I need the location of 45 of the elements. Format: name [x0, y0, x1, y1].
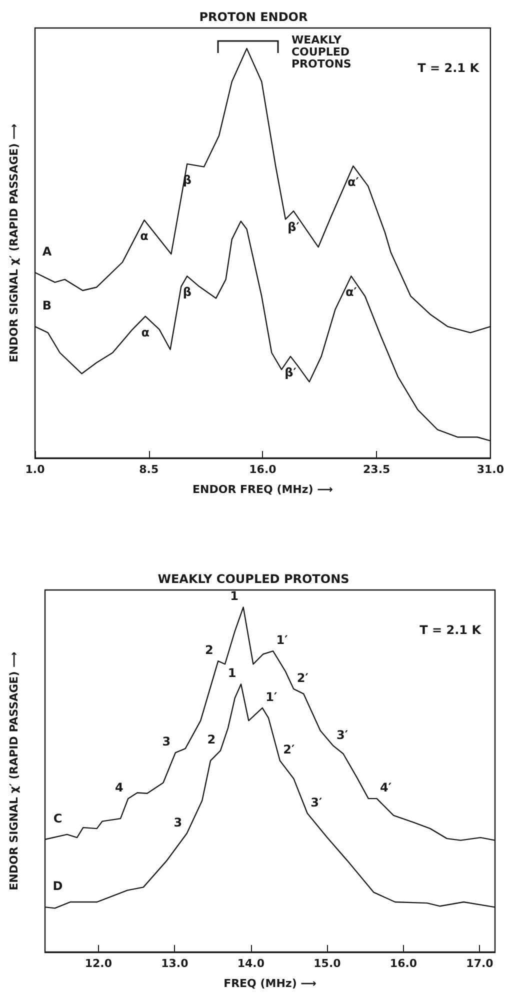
- x-tick-label: 8.5: [139, 463, 159, 476]
- x-axis-title: FREQ (MHz) ⟶: [224, 977, 317, 990]
- series-label: B: [42, 298, 52, 313]
- annotation: 3′: [336, 728, 348, 742]
- x-tick-label: 15.0: [314, 957, 342, 970]
- annotation: WEAKLY COUPLED PROTONS: [291, 34, 354, 70]
- x-tick-label: 16.0: [249, 463, 277, 476]
- series-label: D: [52, 879, 63, 894]
- series-label: A: [42, 244, 52, 258]
- annotation: 4′: [380, 780, 392, 795]
- annotation: T = 2.1 K: [420, 623, 482, 637]
- annotation: T = 2.1 K: [418, 61, 480, 75]
- chart-title: WEAKLY COUPLED PROTONS: [158, 572, 350, 586]
- x-tick-label: 23.5: [363, 463, 390, 476]
- annotation: α′: [347, 175, 359, 190]
- x-tick-label: 13.0: [161, 957, 189, 970]
- annotation: 2′: [283, 742, 295, 757]
- annotation: 1′: [266, 690, 278, 704]
- annotation: 4: [114, 780, 124, 795]
- x-tick-label: 14.0: [237, 957, 265, 970]
- x-axis-title: ENDOR FREQ (MHz) ⟶: [192, 483, 334, 496]
- annotation: 2: [207, 732, 216, 747]
- annotation: α′: [346, 285, 357, 300]
- annotation: α: [140, 229, 148, 244]
- annotation: 3: [162, 734, 171, 749]
- x-tick-label: 12.0: [84, 957, 112, 970]
- annotation: β′: [284, 365, 296, 380]
- annotation: 2: [204, 643, 214, 658]
- annotation: 3: [174, 815, 182, 830]
- x-tick-label: 31.0: [476, 463, 504, 476]
- annotation: β: [182, 285, 192, 300]
- chart-title: PROTON ENDOR: [199, 10, 308, 24]
- annotation: 3′: [310, 795, 322, 810]
- annotation: 1′: [276, 633, 288, 648]
- series-label: C: [53, 811, 62, 826]
- y-axis-title: ENDOR SIGNAL χ′ (RAPID PASSAGE) ⟶: [8, 651, 20, 890]
- annotation: 1: [230, 589, 238, 604]
- x-tick-label: 16.0: [390, 957, 418, 970]
- annotation: 1: [228, 666, 236, 680]
- annotation: 2′: [296, 670, 308, 685]
- annotation: α: [141, 325, 150, 340]
- annotation: β′: [288, 220, 300, 234]
- y-axis-title: ENDOR SIGNAL χ′ (RAPID PASSAGE) ⟶: [8, 123, 20, 362]
- x-tick-label: 17.0: [466, 957, 494, 970]
- x-tick-label: 1.0: [25, 463, 46, 476]
